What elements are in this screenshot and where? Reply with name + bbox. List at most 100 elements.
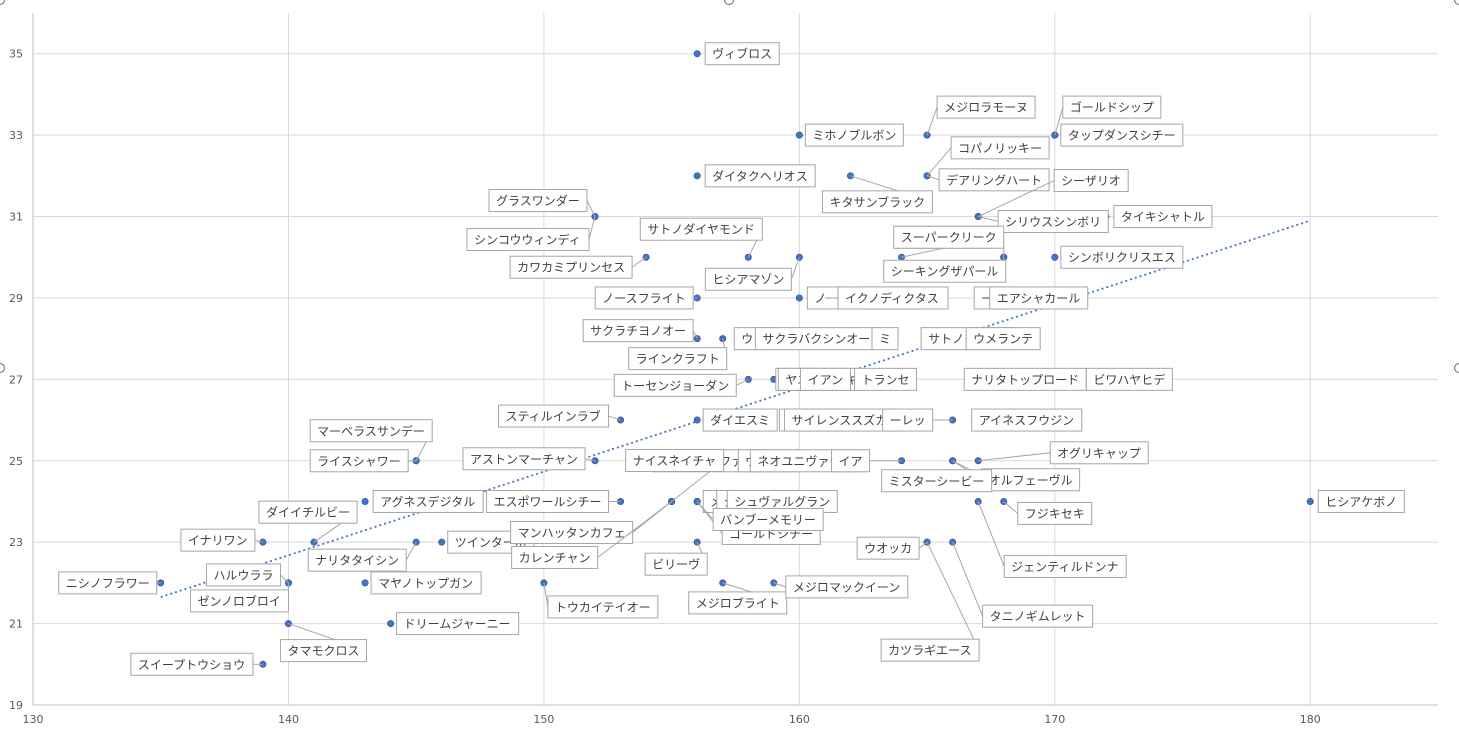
data-point[interactable] [744, 375, 752, 383]
data-label-box [488, 189, 588, 213]
data-point[interactable] [361, 497, 369, 505]
data-label: トランセ [862, 373, 910, 387]
data-label-box [396, 612, 520, 636]
label-leader-line [977, 501, 1005, 567]
data-point[interactable] [284, 620, 292, 628]
data-label-box [279, 639, 367, 663]
data-label-box [785, 575, 909, 599]
resize-handle[interactable] [1453, 0, 1459, 6]
y-tick-label: 23 [9, 536, 23, 549]
data-label: ヒシアマゾン [712, 273, 784, 287]
data-label: カワカミプリンセス [517, 261, 625, 275]
data-label-box [189, 589, 289, 613]
data-label: マヤノトップガン [378, 576, 473, 590]
data-label: ナリタトップロード [971, 373, 1079, 387]
data-label-box [486, 489, 610, 513]
data-label: メジロブライト [696, 595, 780, 610]
data-label-box [205, 563, 281, 587]
data-label: オルフェーヴル [989, 472, 1073, 487]
label-leader-line [978, 452, 1051, 462]
data-label-box [871, 327, 899, 351]
label-leader-line [584, 458, 596, 462]
data-point[interactable] [387, 620, 395, 628]
data-label: メジロラモーヌ [944, 101, 1028, 115]
label-leader-line [1003, 501, 1019, 514]
data-point[interactable] [438, 538, 446, 546]
label-leader-line [588, 216, 596, 240]
x-tick-label: 180 [1300, 713, 1321, 726]
data-label: ミホノブルボン [812, 128, 896, 143]
label-leader-line [608, 415, 621, 421]
y-tick-label: 21 [9, 618, 23, 631]
data-label: フジキセキ [1025, 507, 1085, 521]
label-leader-line [254, 539, 264, 543]
data-label: コパノリッキー [958, 141, 1042, 155]
label-leader-line [926, 147, 952, 177]
label-leader-line [631, 256, 647, 268]
data-label: デアリングハート [946, 172, 1042, 187]
data-label-box [799, 367, 851, 391]
data-label: アグネスデジタル [380, 494, 475, 509]
data-label: ネオユニヴァース [757, 453, 852, 468]
y-tick-label: 35 [9, 48, 23, 61]
data-label-box [702, 408, 778, 432]
data-label: イクノディクタス [845, 290, 939, 305]
data-label-box [613, 373, 737, 397]
data-label: グラスワンダー [496, 193, 580, 208]
data-label: シーザリオ [1061, 174, 1121, 188]
data-point[interactable] [1306, 497, 1314, 505]
data-label: ウオッカ [864, 542, 912, 556]
data-label: ノースフライト [602, 291, 685, 305]
data-point[interactable] [795, 294, 803, 302]
data-label-box [307, 548, 407, 572]
data-label-box [712, 507, 824, 531]
data-label-box [971, 408, 1083, 432]
data-label-box [180, 528, 256, 552]
resize-handle[interactable] [0, 0, 6, 6]
label-leader-line [736, 378, 749, 386]
data-label-box [594, 286, 694, 310]
resize-handle[interactable] [0, 362, 6, 374]
data-label-box [511, 545, 599, 569]
data-label: オグリキャップ [1057, 446, 1141, 460]
data-label: サクラチヨノオー [590, 324, 686, 338]
label-leader-line [586, 200, 596, 217]
y-tick-label: 29 [9, 292, 23, 305]
data-label-box [639, 217, 763, 241]
resize-handle[interactable] [723, 0, 735, 6]
data-label-box [882, 408, 934, 432]
data-label: シンボリクリスエス [1068, 251, 1176, 265]
label-leader-line [918, 541, 928, 549]
data-label: ミスターシービー [889, 474, 985, 488]
data-point[interactable] [693, 50, 701, 58]
data-label: マーベラスサンデー [317, 423, 425, 438]
data-label: ダイエスミ [710, 413, 770, 428]
data-point[interactable] [693, 172, 701, 180]
data-label-box [704, 42, 780, 66]
label-leader-line [926, 541, 980, 651]
label-leader-line [696, 501, 714, 520]
data-point[interactable] [361, 579, 369, 587]
data-label: メジロマックイーン [793, 580, 900, 594]
data-label: スイープトウショウ [138, 658, 245, 672]
y-tick-label: 33 [9, 129, 23, 142]
data-point[interactable] [693, 416, 701, 424]
data-label: マンハッタンカフェ [518, 526, 626, 540]
data-label: ツインターボ [455, 536, 527, 550]
data-label-box [982, 604, 1094, 628]
x-tick-label: 150 [533, 713, 554, 726]
data-label-box [510, 520, 634, 544]
data-label: スーパークリーク [901, 231, 997, 245]
data-point[interactable] [1051, 253, 1059, 261]
data-point[interactable] [795, 131, 803, 139]
data-label: イナリワン [188, 534, 248, 548]
data-label: ゼンノロブロイ [197, 593, 280, 608]
data-label: カツラギエース [888, 644, 971, 658]
data-label: アイネスフウジン [979, 414, 1074, 428]
data-label-box [989, 286, 1089, 310]
data-label-box [628, 347, 728, 371]
resize-handle[interactable] [1453, 362, 1459, 374]
data-label: ドリームジャーニー [404, 617, 511, 631]
